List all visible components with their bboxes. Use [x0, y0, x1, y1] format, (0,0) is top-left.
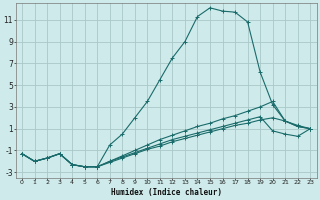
X-axis label: Humidex (Indice chaleur): Humidex (Indice chaleur) [111, 188, 222, 197]
